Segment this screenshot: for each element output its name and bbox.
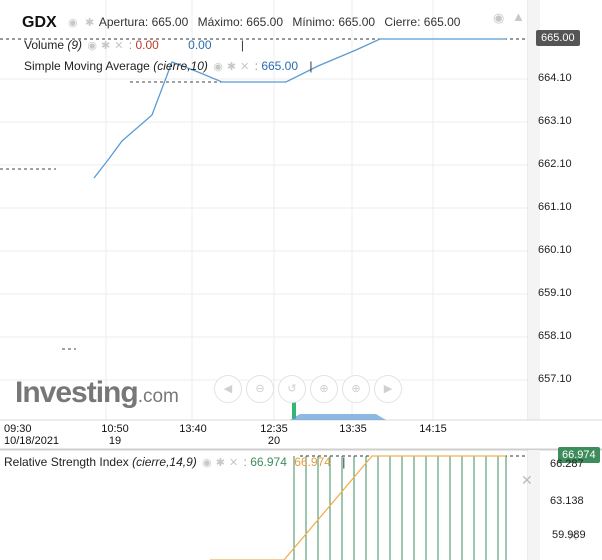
time-tick: 12:35 20	[260, 423, 288, 447]
gear-icon[interactable]: ✱	[84, 17, 95, 29]
reset-icon[interactable]: ↺	[278, 375, 306, 403]
rsi-line	[210, 455, 506, 560]
price-tick: 659.10	[538, 287, 572, 299]
rsi-name: Relative Strength Index	[4, 455, 129, 469]
arrow-left-icon[interactable]: ◀	[214, 375, 242, 403]
volume-value: 0.00	[135, 38, 159, 52]
rsi-signal-value: 66.974	[294, 455, 331, 469]
rsi-indicator-row: Relative Strength Index (cierre,14,9) ◉ ✱…	[4, 455, 346, 469]
gear-icon[interactable]: ✱	[215, 457, 225, 469]
gear-icon[interactable]: ✱	[101, 40, 111, 52]
eye-icon[interactable]: ◉	[493, 10, 505, 25]
price-tick: 657.10	[538, 373, 572, 385]
time-tick: 10:50 19	[101, 423, 129, 447]
arrow-right-icon[interactable]: ▶	[374, 375, 402, 403]
close-value: 665.00	[423, 15, 461, 29]
sma-name: Simple Moving Average	[24, 59, 150, 73]
time-tick: 13:40	[179, 423, 207, 435]
eye-icon[interactable]: ◉	[213, 61, 223, 73]
gear-icon[interactable]: ✱	[226, 61, 237, 73]
time-tick: 14:15	[419, 423, 447, 435]
time-tick: 09:30 10/18/2021	[4, 423, 60, 447]
settings-icon[interactable]: ▲	[512, 9, 525, 24]
time-tick: 13:35	[339, 423, 367, 435]
rsi-tick: 59.989	[552, 529, 586, 541]
volume-value-2: 0.00	[188, 38, 212, 52]
rsi-current-tag: 66.974	[558, 447, 600, 463]
eye-icon[interactable]: ◉	[87, 40, 97, 52]
volume-indicator-row: Volume (9) ◉ ✱ ✕ : 0.00 0.00 |	[24, 38, 244, 52]
price-tick: 658.10	[538, 330, 572, 342]
price-tick: 662.10	[538, 158, 572, 170]
symbol-title: GDX	[22, 14, 57, 31]
open-value: 665.00	[151, 15, 189, 29]
close-icon[interactable]: ✕	[240, 61, 250, 73]
rsi-tick: 63.138	[550, 495, 584, 507]
price-chart[interactable]	[0, 0, 602, 448]
rsi-value: 66.974	[250, 455, 287, 469]
eye-icon[interactable]: ◉	[68, 17, 78, 29]
rsi-tick: 66.287	[550, 458, 584, 470]
sma-indicator-row: Simple Moving Average (cierre,10) ◉ ✱ ✕ : …	[24, 59, 313, 73]
zoom-in-icon[interactable]: ⊕	[310, 375, 338, 403]
volume-name: Volume	[24, 38, 65, 52]
price-tick: 663.10	[538, 115, 572, 127]
sma-value: 665.00	[261, 59, 299, 73]
rsi-chart[interactable]	[0, 448, 602, 560]
close-icon[interactable]: ✕	[567, 528, 579, 544]
low-value: 665.00	[338, 15, 376, 29]
investing-logo: Investing.com	[15, 376, 179, 409]
chart-header: GDX ◉ ✱ Apertura: 665.00 Máximo: 665.00 …	[22, 14, 461, 31]
price-line	[93, 38, 506, 179]
current-price-tag: 665.00	[536, 30, 580, 46]
zoom-in-plus-icon[interactable]: ⊕	[342, 375, 370, 403]
close-icon[interactable]: ✕	[114, 40, 124, 52]
price-tick: 660.10	[538, 244, 572, 256]
price-tick: 664.10	[538, 72, 572, 84]
eye-icon[interactable]: ◉	[202, 457, 212, 469]
close-icon[interactable]: ✕	[521, 472, 533, 488]
close-icon[interactable]: ✕	[228, 457, 239, 469]
price-tick: 661.10	[538, 201, 572, 213]
high-value: 665.00	[246, 15, 283, 29]
zoom-out-icon[interactable]: ⊖	[246, 375, 274, 403]
